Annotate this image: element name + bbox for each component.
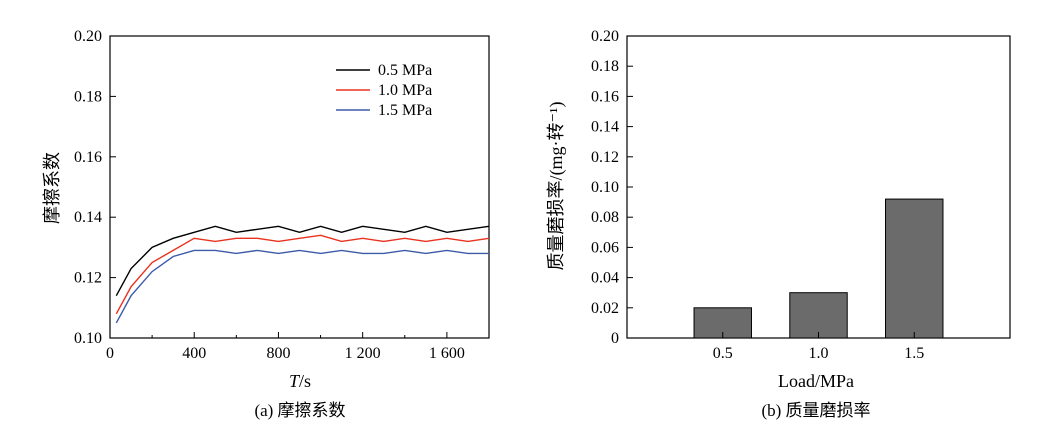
bar-1	[789, 292, 848, 339]
legend-label-1: 1.0 MPa	[378, 82, 432, 99]
plot-frame-a	[109, 35, 490, 339]
y-tick-label-a: 0.18	[74, 88, 102, 105]
x-axis-unit-a: /s	[299, 371, 311, 391]
x-tick-label-b: 1.0	[809, 345, 829, 362]
x-axis-label-b: Load/MPa	[778, 371, 854, 391]
series-lines-a	[115, 225, 490, 324]
x-axis-variable-a: T	[289, 371, 301, 391]
series-line-2	[115, 249, 489, 324]
legend-a: 0.5 MPa 1.0 MPa 1.5 MPa	[336, 62, 432, 119]
caption-b: (b) 质量磨损率	[761, 401, 870, 420]
x-tick-label-a: 400	[182, 345, 206, 362]
y-tick-label-b: 0.18	[591, 58, 619, 75]
series-line-1	[115, 234, 490, 315]
y-tick-label-a: 0.10	[74, 330, 102, 347]
y-tick-label-a: 0.12	[74, 270, 102, 287]
series-line-0	[115, 225, 490, 297]
y-axis-label-a: 摩擦系数	[42, 152, 62, 224]
bar-2	[885, 198, 944, 339]
mass-wear-rate-chart: 0 0.02 0.04 0.06 0.08 0.10 0.12 0.14 0.16 0.18 0.2…	[546, 28, 1011, 420]
y-tick-label-b: 0.02	[591, 300, 619, 317]
x-axis-a: 0 400 800 1 200 1 600	[106, 332, 465, 362]
x-tick-label-a: 1 600	[429, 345, 465, 362]
y-axis-b: 0 0.02 0.04 0.06 0.08 0.10 0.12 0.14 0.16 0.18 0.2…	[591, 28, 633, 347]
y-axis-a: 0.10 0.12 0.14 0.16 0.18 0.20	[74, 28, 116, 347]
y-tick-label-b: 0.04	[591, 270, 619, 287]
caption-a: (a) 摩擦系数	[254, 401, 345, 420]
legend-label-2: 1.5 MPa	[378, 102, 432, 119]
legend-label-0: 0.5 MPa	[378, 62, 432, 79]
x-axis-label-a: T/s	[289, 371, 311, 391]
y-tick-label-a: 0.14	[74, 209, 102, 226]
x-axis-b: 0.5 1.0 1.5	[713, 332, 924, 362]
y-tick-label-b: 0.10	[591, 179, 619, 196]
y-tick-label-b: 0	[611, 330, 619, 347]
friction-coefficient-chart: 0.10 0.12 0.14 0.16 0.18 0.20 0 400 800 1 200 1 6…	[42, 28, 490, 420]
x-tick-label-a: 800	[266, 345, 290, 362]
y-tick-label-a: 0.16	[74, 149, 102, 166]
y-tick-label-a: 0.20	[74, 28, 102, 45]
x-tick-label-a: 1 200	[345, 345, 381, 362]
x-tick-label-b: 1.5	[904, 345, 924, 362]
y-tick-label-b: 0.12	[591, 149, 619, 166]
x-tick-label-b: 0.5	[713, 345, 733, 362]
x-tick-label-a: 0	[106, 345, 114, 362]
y-tick-label-b: 0.20	[591, 28, 619, 45]
y-tick-label-b: 0.16	[591, 88, 619, 105]
y-tick-label-b: 0.14	[591, 119, 619, 136]
y-axis-label-b: 质量磨损率/(mg·转⁻¹)	[546, 102, 567, 271]
y-tick-label-b: 0.08	[591, 209, 619, 226]
y-tick-label-b: 0.06	[591, 239, 619, 256]
bar-0	[693, 307, 752, 339]
bars-b	[693, 198, 944, 339]
